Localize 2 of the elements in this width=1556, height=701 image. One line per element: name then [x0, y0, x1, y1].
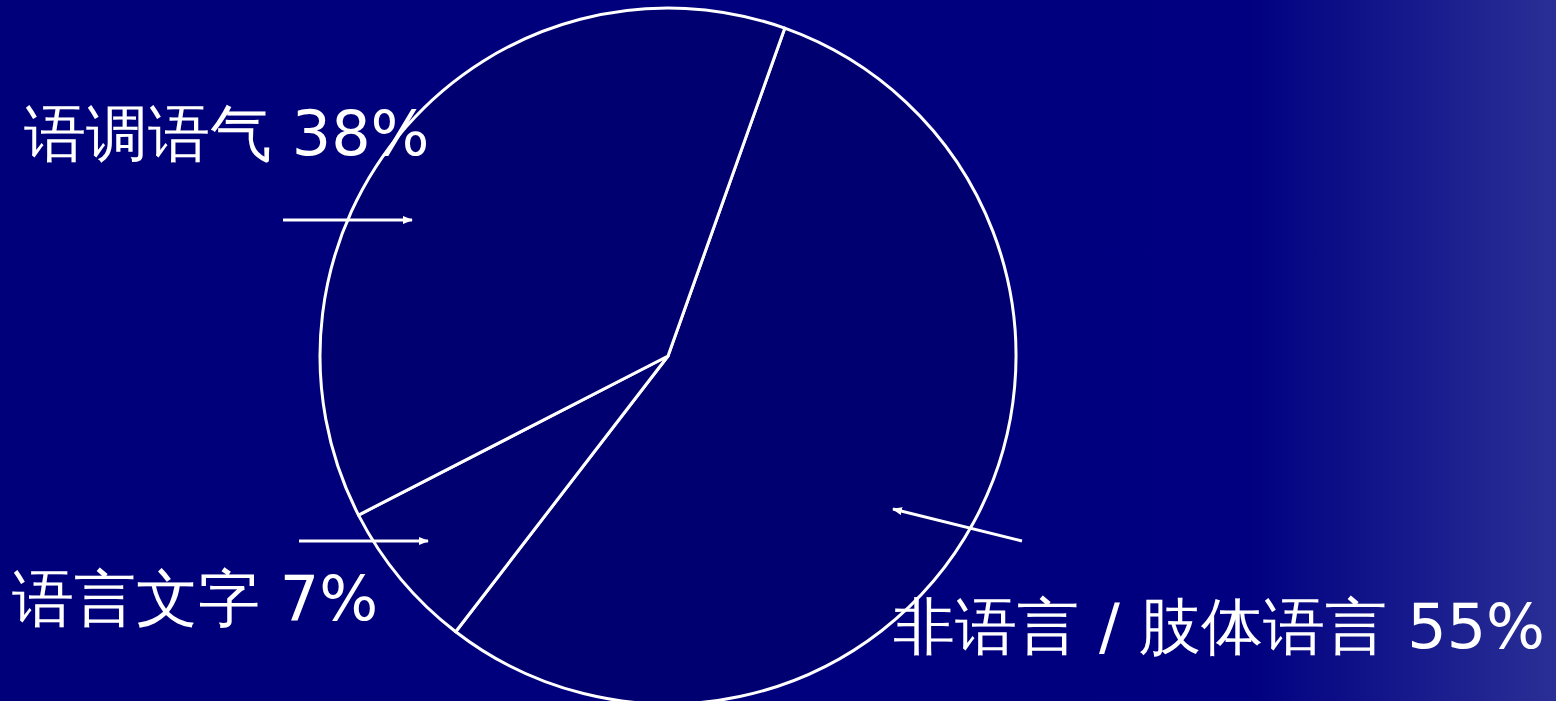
- slice-label: 语言文字 7%: [12, 562, 379, 635]
- slice-label: 非语言 / 肢体语言 55%: [893, 590, 1545, 663]
